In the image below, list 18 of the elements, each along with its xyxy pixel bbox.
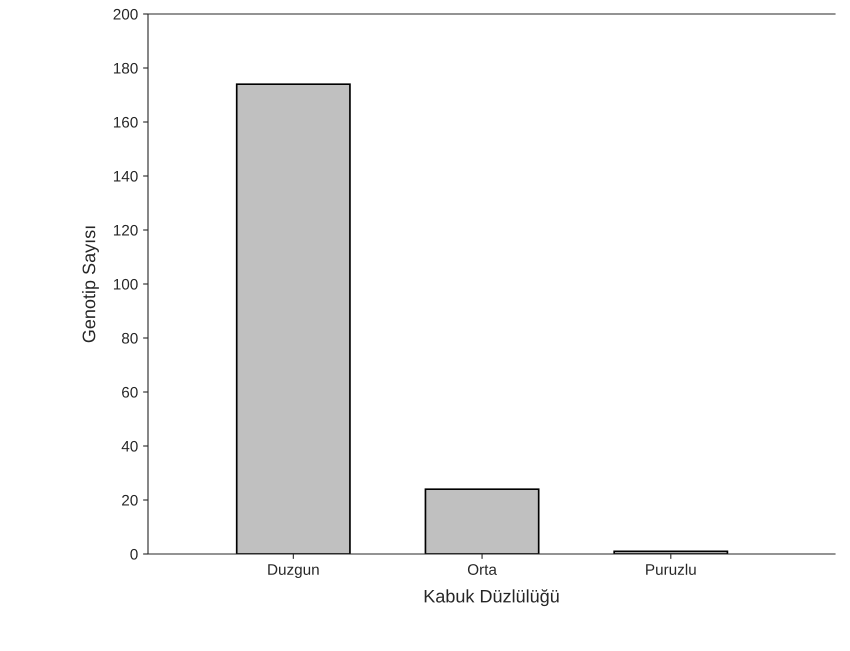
y-tick-label: 20 xyxy=(122,494,138,506)
x-axis-title: Kabuk Düzlülüğü xyxy=(424,589,559,606)
y-tick-label: 160 xyxy=(114,116,138,128)
y-tick-label: 100 xyxy=(114,278,138,290)
y-tick-label: 60 xyxy=(122,386,138,398)
x-tick-label: Duzgun xyxy=(268,564,319,578)
y-tick-label: 200 xyxy=(114,8,138,20)
y-tick-label: 40 xyxy=(122,440,138,452)
x-tick-label: Orta xyxy=(468,564,497,575)
y-tick-label: 80 xyxy=(122,332,138,344)
bar xyxy=(236,83,351,554)
y-tick-label: 120 xyxy=(114,224,138,236)
x-tick-label: Puruzlu xyxy=(646,564,696,575)
y-tick-label: 180 xyxy=(114,62,138,74)
y-tick-label: 0 xyxy=(130,548,138,560)
y-tick-label: 140 xyxy=(114,170,138,182)
bar xyxy=(424,488,540,554)
y-axis-title: Genotip Sayısı xyxy=(82,226,99,342)
